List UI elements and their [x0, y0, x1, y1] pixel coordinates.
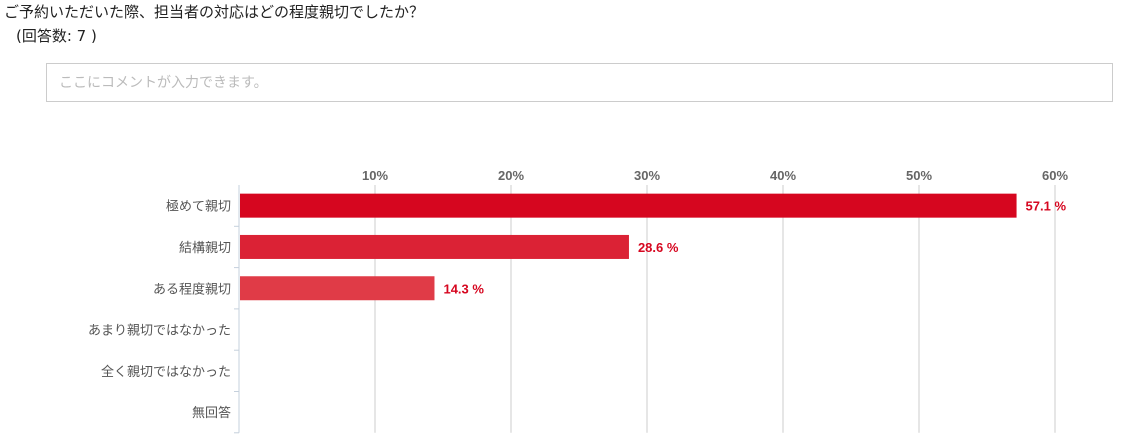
data-label: 14.3 % — [443, 281, 484, 296]
tick-label: 30% — [634, 168, 660, 183]
tick-label: 50% — [906, 168, 932, 183]
data-label: 28.6 % — [638, 240, 679, 255]
tick-label: 40% — [770, 168, 796, 183]
tick-label: 10% — [362, 168, 388, 183]
category-label: あまり親切ではなかった — [88, 324, 231, 339]
category-label: 極めて親切 — [166, 199, 231, 215]
response-count: (回答数: 7 ) — [16, 27, 97, 45]
comment-input[interactable] — [46, 63, 1113, 102]
category-label: ある程度親切 — [153, 281, 231, 297]
bar — [240, 193, 1017, 218]
tick-label: 20% — [498, 168, 524, 183]
data-label: 57.1 % — [1026, 199, 1067, 214]
bar — [240, 276, 435, 301]
question-title: ご予約いただいた際、担当者の対応はどの程度親切でしたか？ — [4, 3, 425, 21]
bar — [240, 234, 629, 259]
tick-label: 60% — [1042, 168, 1068, 183]
category-label: 結構親切 — [179, 241, 231, 256]
category-label: 無回答 — [192, 405, 231, 421]
category-label: 全く親切ではなかった — [101, 364, 231, 380]
